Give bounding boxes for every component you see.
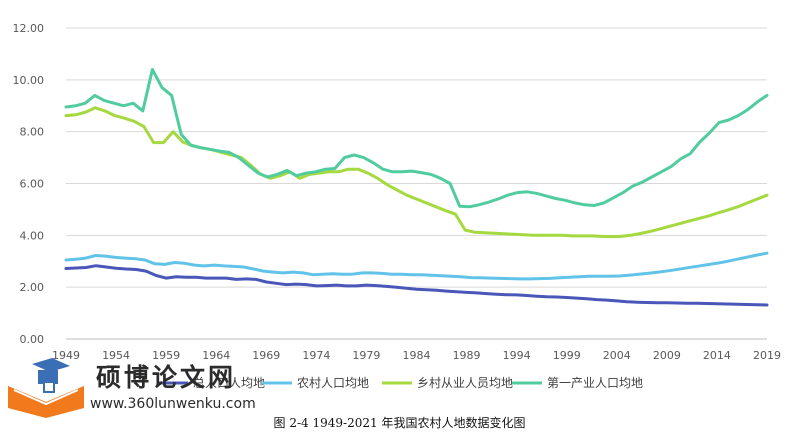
x-tick-label: 2019 — [753, 349, 781, 362]
x-axis: 1949 1954 1959 1964 1969 1974 1979 1984 1989 1994… — [52, 338, 781, 362]
watermark-logo: 硕博论文网 www.360lunwenku.com — [6, 356, 256, 418]
x-tick-label: 1999 — [553, 349, 581, 362]
legend-label: 乡村从业人员均地 — [417, 376, 513, 390]
x-tick-label: 1974 — [302, 349, 330, 362]
y-tick-label: 2.00 — [20, 281, 45, 294]
y-axis: 0.00 2.00 4.00 6.00 8.00 10.00 12.00 — [13, 22, 45, 346]
y-tick-label: 0.00 — [20, 333, 45, 346]
x-tick-label: 1964 — [202, 349, 230, 362]
y-tick-label: 6.00 — [20, 178, 45, 191]
x-tick-label: 1954 — [102, 349, 130, 362]
legend-label: 总人口人均地 — [193, 376, 265, 390]
x-tick-label: 1994 — [503, 349, 531, 362]
y-tick-label: 12.00 — [13, 22, 45, 35]
watermark-title: 硕博论文网 — [96, 363, 237, 392]
graduation-cap-book-icon — [8, 358, 84, 418]
x-tick-label: 1989 — [453, 349, 481, 362]
y-tick-label: 8.00 — [20, 126, 45, 139]
x-tick-label: 1949 — [52, 349, 80, 362]
x-tick-label: 1969 — [252, 349, 280, 362]
x-tick-label: 2014 — [703, 349, 731, 362]
x-tick-label: 2004 — [603, 349, 631, 362]
series-line-0 — [64, 264, 769, 307]
series-line-3 — [64, 68, 769, 209]
y-tick-label: 10.00 — [13, 74, 45, 87]
legend-label: 第一产业人口均地 — [547, 376, 643, 390]
watermark-url: www.360lunwenku.com — [90, 396, 256, 412]
x-tick-label: 1984 — [403, 349, 431, 362]
x-tick-label: 2009 — [653, 349, 681, 362]
gridlines — [66, 27, 767, 288]
legend-label: 农村人口均地 — [297, 376, 369, 390]
legend: 总人口人均地 农村人口均地 乡村从业人员均地 第一产业人口均地 — [158, 376, 643, 390]
series-line-1 — [64, 251, 769, 281]
x-tick-label: 1979 — [352, 349, 380, 362]
figure-caption: 图 2-4 1949-2021 年我国农村人地数据变化图 — [273, 416, 526, 430]
x-tick-label: 1959 — [152, 349, 180, 362]
series-line-2 — [64, 106, 769, 239]
y-tick-label: 4.00 — [20, 229, 45, 242]
series-lines — [64, 68, 769, 307]
